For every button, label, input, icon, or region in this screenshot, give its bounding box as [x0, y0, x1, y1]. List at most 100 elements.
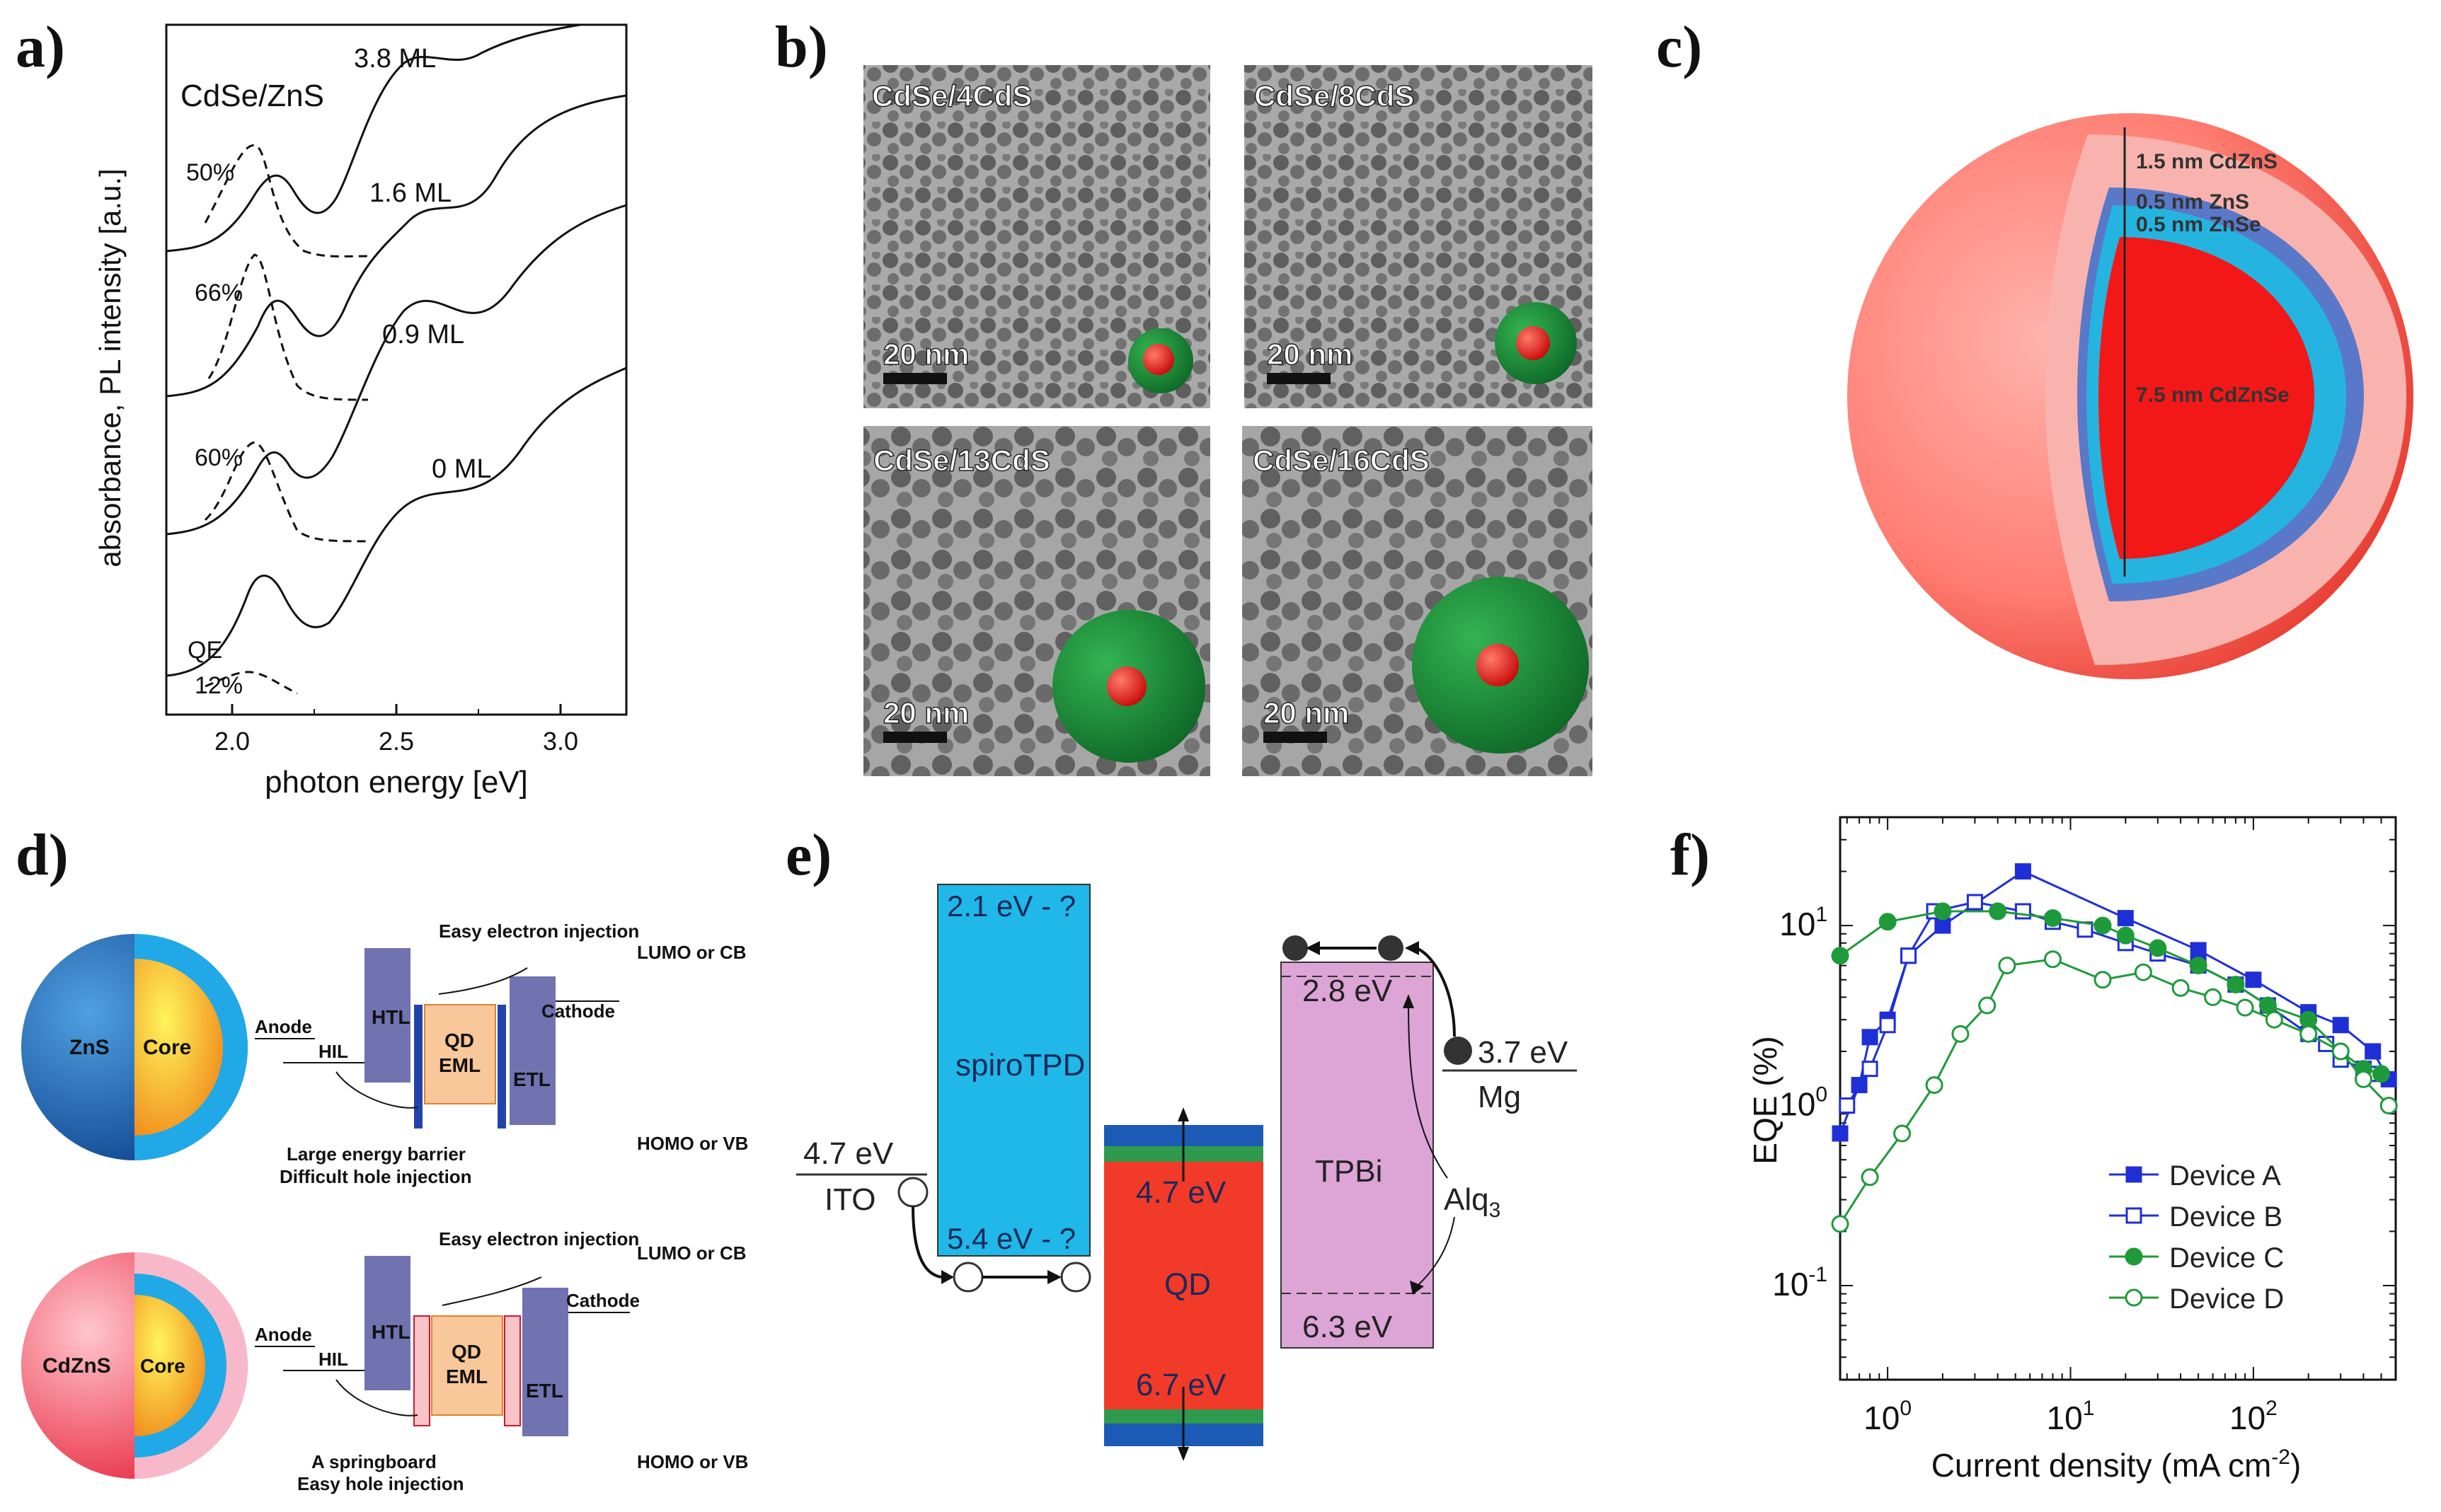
f-legend-label-1: Device B	[2169, 1201, 2282, 1233]
panel-label-f: f)	[1670, 822, 1710, 888]
panel-a-shell-0p9: 0.9 ML	[382, 320, 464, 350]
d-top-shell-bar-right	[498, 1005, 506, 1129]
f-point-2	[2372, 1065, 2391, 1083]
f-point-3	[1861, 1168, 1879, 1187]
ito-label: ITO	[825, 1182, 876, 1217]
curve-abs-1p6ml	[166, 94, 627, 398]
hole-1	[897, 1177, 929, 1208]
f-point-0	[1934, 917, 1951, 934]
tem-scale-4: 20 nm	[1263, 696, 1349, 729]
panel-a-ylabel: absorbance, PL intensity [a.u.]	[93, 168, 127, 567]
curve-pl-0p9ml	[204, 441, 369, 543]
d-top-barrier-1: Large energy barrier	[287, 1143, 466, 1165]
panel-b-tem: CdSe/4CdS 20 nm CdSe/8CdS 20 nm CdSe/13C…	[863, 65, 1592, 776]
qd-top-level: 4.7 eV	[1136, 1175, 1227, 1210]
spirotpd-block	[937, 884, 1091, 1257]
panel-label-b: b)	[775, 14, 828, 80]
tem-label-1: CdSe/4CdS	[872, 79, 1032, 112]
panel-a-xtick-0: 2.0	[214, 727, 250, 756]
f-series-3	[1831, 950, 2398, 1233]
tem-scale-2: 20 nm	[1267, 337, 1352, 371]
f-point-1	[1879, 1017, 1896, 1034]
f-point-0	[2117, 910, 2134, 927]
ito-level: 4.7 eV	[803, 1136, 894, 1171]
d-bottom-hil: HIL	[318, 1349, 348, 1370]
d-top-shell-label: ZnS	[69, 1036, 110, 1059]
f-legend-label-0: Device A	[2169, 1160, 2281, 1191]
curve-abs-0p9ml	[166, 204, 627, 536]
panel-label-c: c)	[1656, 14, 1703, 80]
panel-a-shell-3p8: 3.8 ML	[354, 44, 436, 74]
f-point-3	[2354, 1070, 2372, 1088]
tpbi-block	[1280, 962, 1434, 1349]
spiro-bottom-level: 5.4 eV - ?	[947, 1222, 1076, 1255]
d-bottom-eml: EML	[446, 1366, 488, 1387]
f-ytick-label-0: 101	[1779, 903, 1827, 942]
d-top-qd: QD	[444, 1029, 474, 1051]
tem-scale-1: 20 nm	[883, 337, 969, 371]
f-point-3	[2134, 963, 2152, 981]
tem-label-4: CdSe/16CdS	[1253, 444, 1430, 477]
d-top-anode: Anode	[255, 1016, 312, 1037]
panel-a-qe-60: 60%	[195, 444, 243, 471]
d-bottom-core-label: Core	[140, 1355, 185, 1377]
d-bottom-etl: ETL	[526, 1380, 563, 1402]
d-top-etl-block	[510, 976, 556, 1125]
panel-a-xtick-1: 2.5	[379, 727, 414, 756]
qd-bottom-level: 6.7 eV	[1136, 1368, 1227, 1402]
f-point-3	[1831, 1215, 1849, 1233]
d-top-barrier-2: Difficult hole injection	[280, 1166, 472, 1187]
f-point-2	[2258, 996, 2277, 1015]
d-top-etl: ETL	[513, 1068, 551, 1090]
tem-scale-3: 20 nm	[883, 696, 969, 729]
core-sphere-2	[1516, 326, 1550, 360]
core-sphere-1	[1143, 344, 1174, 375]
f-point-3	[2171, 979, 2190, 997]
panel-a-title: CdSe/ZnS	[180, 79, 324, 113]
panel-label-d: d)	[16, 822, 69, 888]
curve-abs-3p8ml	[166, 23, 581, 253]
panel-a-spectra: 2.0 2.5 3.0 photon energy [eV] absorbanc…	[93, 23, 628, 800]
qd-block	[1104, 1162, 1263, 1409]
d-bottom-barrier-1: A springboard	[311, 1451, 437, 1472]
f-point-3	[1893, 1124, 1912, 1143]
scale-bar-3	[883, 732, 947, 743]
layer-label-znse: 0.5 nm ZnSe	[2136, 213, 2261, 236]
f-point-1	[1839, 1097, 1856, 1114]
f-ytick-label-1: 100	[1779, 1083, 1827, 1123]
f-point-2	[2116, 926, 2135, 945]
tpbi-label: TPBi	[1315, 1154, 1382, 1189]
d-bottom-htl: HTL	[372, 1321, 410, 1343]
f-legend: Device A Device B Device C Device D	[2109, 1160, 2284, 1315]
f-point-1	[2014, 903, 2031, 920]
d-bottom-cathode: Cathode	[566, 1290, 640, 1311]
d-top-hil: HIL	[318, 1041, 348, 1062]
f-point-2	[1934, 902, 1952, 921]
f-point-3	[2379, 1097, 2398, 1115]
f-point-2	[1831, 947, 1849, 965]
d-bottom-htl-block	[364, 1256, 410, 1390]
spiro-label: spiroTPD	[955, 1048, 1085, 1083]
d-bottom-inj-e: Easy electron injection	[439, 1228, 639, 1250]
core-region	[2098, 237, 2314, 559]
d-top-lumo: LUMO or CB	[637, 942, 747, 963]
d-bottom-shell-bar-left	[413, 1315, 430, 1426]
f-ytick-label-2: 10-1	[1772, 1263, 1827, 1303]
f-xtick-label-0: 100	[1863, 1397, 1912, 1436]
f-point-2	[1878, 913, 1897, 931]
electron-mg	[1444, 1037, 1472, 1065]
f-legend-marker-1	[2125, 1207, 2142, 1224]
hole-2	[953, 1262, 984, 1293]
d-bottom-barrier-2: Easy hole injection	[297, 1473, 464, 1494]
d-top-inj-e: Easy electron injection	[439, 921, 639, 942]
f-point-3	[2093, 971, 2112, 989]
f-series-line-0	[1839, 870, 2390, 1134]
d-top-homo: HOMO or VB	[637, 1133, 748, 1154]
panel-a-xtick-2: 3.0	[543, 727, 578, 756]
f-legend-label-3: Device D	[2169, 1283, 2284, 1315]
panel-a-shell-0: 0 ML	[432, 454, 491, 484]
f-point-3	[2236, 998, 2254, 1017]
f-point-2	[2093, 916, 2112, 935]
tpbi-top-level: 2.8 eV	[1302, 974, 1393, 1008]
curve-abs-0ml	[166, 367, 627, 677]
